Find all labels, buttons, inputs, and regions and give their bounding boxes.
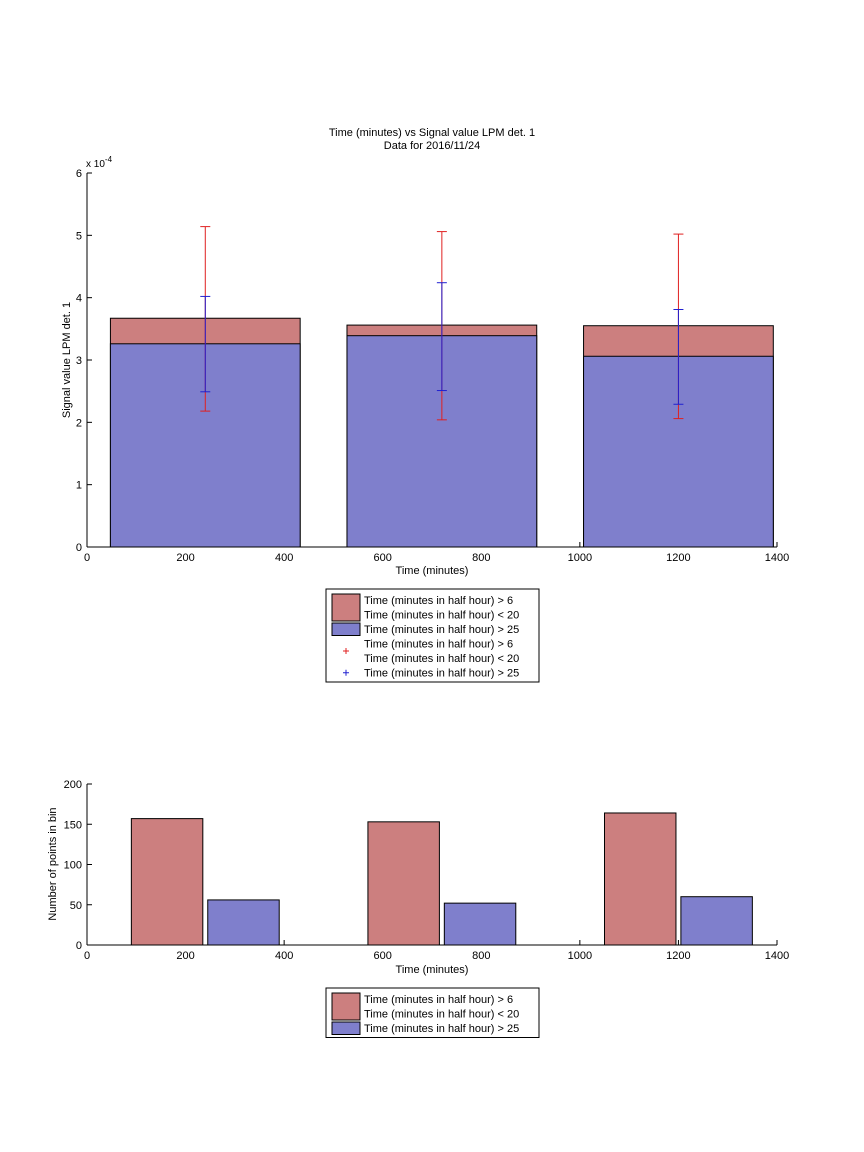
legend-swatch: [331, 593, 361, 622]
legend-box: [325, 588, 540, 683]
x-tick-label: 400: [275, 552, 293, 564]
x-tick-label: 1000: [568, 552, 592, 564]
legend-swatch: [331, 992, 361, 1021]
x-tick-label: 800: [472, 950, 490, 962]
legend-label: Time (minutes in half hour) < 20: [364, 1009, 519, 1021]
x-tick-label: 800: [472, 552, 490, 564]
bar: [604, 812, 677, 946]
x-tick-label: 1400: [765, 552, 789, 564]
y-tick-label: 0: [76, 940, 82, 952]
y-tick-label: 2: [76, 417, 82, 429]
x-tick-label: 1200: [666, 950, 690, 962]
x-tick-label: 1400: [765, 950, 789, 962]
y-tick-label: 6: [76, 168, 82, 180]
legend: Time (minutes in half hour) > 6 Time (min…: [325, 588, 540, 683]
legend-swatch: [331, 622, 361, 636]
y-tick-label: 100: [64, 860, 82, 872]
legend-label: Time (minutes in half hour) < 20: [364, 653, 519, 665]
y-tick-label: 200: [64, 779, 82, 791]
bar: [130, 818, 204, 946]
signal-chart: Time (minutes) vs Signal value LPM det. …: [61, 127, 789, 683]
x-tick-label: 200: [176, 552, 194, 564]
legend-box: [325, 987, 540, 1038]
plot-area: 0 200 400 600 800 1000 1200 1400 0 1 2 3 4 5 6: [76, 168, 789, 564]
y-tick-label: 50: [70, 900, 82, 912]
legend: Time (minutes in half hour) > 6 Time (min…: [325, 987, 540, 1038]
x-tick-label: 200: [176, 950, 194, 962]
x-tick-label: 1200: [666, 552, 690, 564]
legend-label: Time (minutes in half hour) > 6: [364, 994, 513, 1006]
x-tick-label: 600: [374, 552, 392, 564]
chart-subtitle: Data for 2016/11/24: [384, 140, 480, 152]
y-tick-label: 1: [76, 480, 82, 492]
plot-area: 0 200 400 600 800 1000 1200 1400 0 50 100 150 200: [64, 779, 790, 962]
x-tick-label: 400: [275, 950, 293, 962]
x-tick-label: 0: [84, 950, 90, 962]
y-tick-label: 3: [76, 355, 82, 367]
x-axis-label: Time (minutes): [396, 565, 469, 577]
legend-label: Time (minutes in half hour) > 25: [364, 624, 519, 636]
y-tick-label: 150: [64, 819, 82, 831]
legend-label: Time (minutes in half hour) > 25: [364, 1023, 519, 1035]
legend-label: Time (minutes in half hour) > 25: [364, 668, 519, 680]
x-tick-label: 1000: [568, 950, 592, 962]
legend-label: Time (minutes in half hour) > 6: [364, 595, 513, 607]
y-axis-label: Number of points in bin: [47, 807, 59, 920]
legend-swatch: [331, 1021, 361, 1035]
x-axis-label: Time (minutes): [396, 964, 469, 976]
chart-title: Time (minutes) vs Signal value LPM det. …: [329, 127, 535, 139]
y-tick-label: 5: [76, 230, 82, 242]
bar: [680, 896, 753, 946]
bar: [207, 899, 280, 946]
y-tick-label: 0: [76, 542, 82, 554]
count-chart: 0 200 400 600 800 1000 1200 1400 0 50 100 150 200 Ti…: [47, 779, 789, 1038]
y-axis-label: Signal value LPM det. 1: [61, 302, 73, 418]
y-exponent: x 10-4: [86, 155, 113, 170]
y-tick-label: 4: [76, 293, 82, 305]
bar: [443, 902, 517, 946]
x-tick-label: 600: [374, 950, 392, 962]
legend-label: Time (minutes in half hour) < 20: [364, 610, 519, 622]
bar: [367, 821, 440, 946]
x-tick-label: 0: [84, 552, 90, 564]
legend-label: Time (minutes in half hour) > 6: [364, 639, 513, 651]
